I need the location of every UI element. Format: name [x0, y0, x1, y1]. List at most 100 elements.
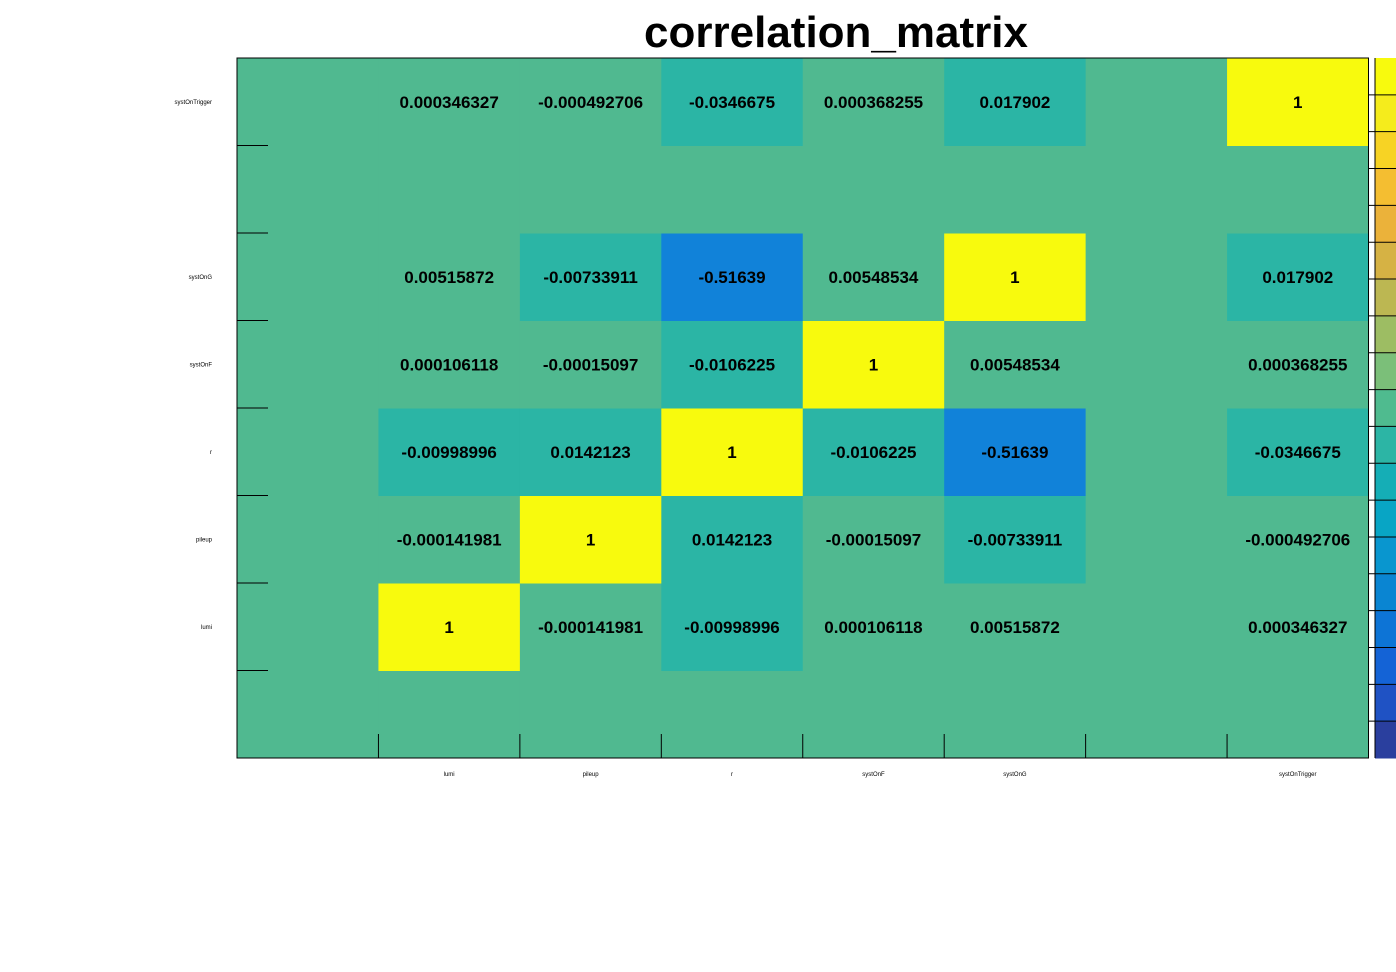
heatmap-cell-labels: 1 -0.000141981 -0.00998996 0.000106118 0.005… — [397, 93, 1351, 637]
color-scale-band — [1375, 205, 1396, 243]
axis-ticks — [237, 145, 1228, 758]
color-scale-bar — [1368, 58, 1396, 759]
heatmap-cell — [802, 145, 945, 234]
heatmap-cell — [661, 583, 804, 671]
cell-value-label: -0.00998996 — [684, 618, 779, 637]
cell-value-label: -0.000141981 — [538, 618, 643, 637]
heatmap-cell — [1227, 583, 1369, 671]
heatmap-cell — [944, 670, 1087, 759]
color-scale-band — [1375, 536, 1396, 575]
color-scale-band — [1375, 721, 1396, 759]
heatmap-cell — [519, 670, 662, 759]
heatmap-cell — [1085, 58, 1228, 146]
heatmap-cell — [519, 58, 662, 146]
heatmap-cell — [237, 145, 379, 234]
heatmap-cell — [1227, 408, 1369, 496]
cell-value-label: 0.00515872 — [404, 268, 494, 287]
heatmap-cell — [378, 495, 521, 584]
heatmap-cell — [661, 408, 804, 496]
heatmap-cell — [802, 233, 945, 321]
color-scale-band — [1375, 279, 1396, 317]
cell-value-label: 0.000368255 — [824, 93, 923, 112]
heatmap-cell — [378, 58, 521, 146]
heatmap-cell — [237, 233, 379, 321]
heatmap-cell — [802, 670, 945, 759]
cell-value-label: 1 — [1293, 93, 1302, 112]
cell-value-label: 0.00515872 — [970, 618, 1060, 637]
heatmap-cell — [519, 495, 662, 584]
heatmap-cells — [237, 58, 1369, 759]
heatmap-cell — [378, 145, 521, 234]
cell-value-label: -0.00015097 — [826, 530, 921, 549]
heatmap-cell — [1227, 145, 1369, 234]
heatmap-cell — [661, 495, 804, 584]
color-scale-band — [1375, 94, 1396, 133]
heatmap-cell — [802, 320, 945, 409]
heatmap-cell — [1085, 670, 1228, 759]
heatmap-cell — [237, 583, 379, 671]
x-tick-label: pileup — [583, 772, 600, 778]
cell-value-label: -0.00998996 — [401, 443, 496, 462]
color-scale-band — [1375, 426, 1396, 464]
cell-value-label: 0.000368255 — [1248, 355, 1347, 374]
cell-value-label: 0.0142123 — [550, 443, 630, 462]
heatmap-cell — [802, 495, 945, 584]
heatmap-cell — [1227, 320, 1369, 409]
heatmap-cell — [378, 233, 521, 321]
heatmap-cell — [237, 320, 379, 409]
heatmap-cell — [1227, 670, 1369, 759]
y-axis-tick-labels: lumi pileup r systOnF systOnG systOnTrigger — [175, 100, 213, 631]
heatmap-cell — [1085, 145, 1228, 234]
cell-value-label: 0.000106118 — [400, 355, 498, 374]
heatmap-cell — [661, 670, 804, 759]
heatmap-cell — [802, 583, 945, 671]
y-tick-label: pileup — [196, 537, 213, 543]
cell-value-label: -0.51639 — [698, 268, 765, 287]
cell-value-label: 1 — [444, 618, 453, 637]
title-box — [611, 0, 1074, 62]
heatmap-cell — [944, 233, 1087, 321]
heatmap-cell — [661, 233, 804, 321]
color-scale-band — [1375, 168, 1396, 206]
heatmap-cell — [1085, 583, 1228, 671]
y-tick-label: systOnTrigger — [175, 100, 212, 106]
y-tick-label: systOnG — [189, 275, 213, 281]
cell-value-label: -0.51639 — [981, 443, 1048, 462]
heatmap-cell — [944, 145, 1087, 234]
heatmap-cell — [944, 58, 1087, 146]
color-scale-band — [1375, 610, 1396, 648]
color-scale-band — [1375, 58, 1396, 96]
color-scale-band — [1375, 500, 1396, 538]
color-scale-band — [1375, 463, 1396, 501]
heatmap-cell — [1227, 233, 1369, 321]
cell-value-label: 0.00548534 — [829, 268, 919, 287]
heatmap-cell — [944, 583, 1087, 671]
color-scale-band — [1375, 647, 1396, 685]
cell-value-label: 0.000346327 — [400, 93, 499, 112]
color-scale-band — [1375, 389, 1396, 427]
heatmap-cell — [1227, 495, 1369, 584]
heatmap-cell — [1227, 58, 1369, 146]
heatmap-cell — [378, 583, 521, 671]
cell-value-label: -0.000492706 — [538, 93, 643, 112]
heatmap-cell — [237, 58, 379, 146]
cell-value-label: 0.00548534 — [970, 355, 1060, 374]
heatmap-cell — [661, 320, 804, 409]
heatmap-cell — [1085, 495, 1228, 584]
heatmap-cell — [378, 320, 521, 409]
cell-value-label: -0.0106225 — [689, 355, 775, 374]
x-tick-label: r — [731, 772, 733, 778]
x-axis-tick-labels: lumi pileup r systOnF systOnG systOnTrigger — [444, 772, 1317, 778]
heatmap-cell — [519, 145, 662, 234]
color-scale-band — [1375, 242, 1396, 280]
cell-value-label: -0.000141981 — [397, 530, 502, 549]
cell-value-label: 0.000346327 — [1248, 618, 1347, 637]
heatmap-cell — [378, 408, 521, 496]
heatmap-cell — [944, 495, 1087, 584]
heatmap-cell — [519, 233, 662, 321]
heatmap-cell — [1085, 233, 1228, 321]
heatmap-cell — [802, 408, 945, 496]
color-scale-band — [1375, 573, 1396, 612]
cell-value-label: 1 — [727, 443, 736, 462]
